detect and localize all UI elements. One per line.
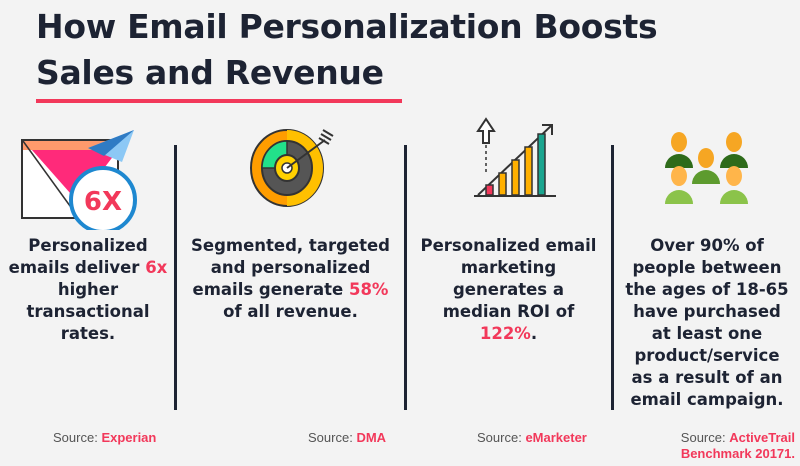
source-dma: Source: DMA [308,430,387,445]
source-activetrail: Source: ActiveTrail Benchmark 20171. [680,430,795,461]
people-group-icon [665,132,748,204]
badge-6x: 6X [84,187,122,217]
divider [404,145,407,410]
divider [174,145,177,410]
growth-bar-chart-icon [474,117,556,197]
stat-dma: Segmented, targeted and personalized ema… [191,236,390,321]
stat-emarketer: Personalized email marketing generates a… [420,236,597,343]
page-title: How Email Personalization Boosts Sales a… [36,7,658,92]
source-link: eMarketer [525,430,587,445]
stat-experian: Personalized emails deliver 6x higher tr… [8,236,168,343]
source-link: Experian [101,430,157,445]
target-arrow-icon [250,129,334,207]
source-link: DMA [356,430,387,445]
stat-activetrail: Over 90% of people between the ages of 1… [625,236,789,409]
title-underline [36,99,402,103]
divider [611,145,614,410]
source-link: ActiveTrail Benchmark 20171. [680,430,795,461]
source-emarketer: Source: eMarketer [477,430,587,445]
envelope-paper-plane-icon: 6X [21,130,137,230]
source-experian: Source: Experian [53,430,157,445]
